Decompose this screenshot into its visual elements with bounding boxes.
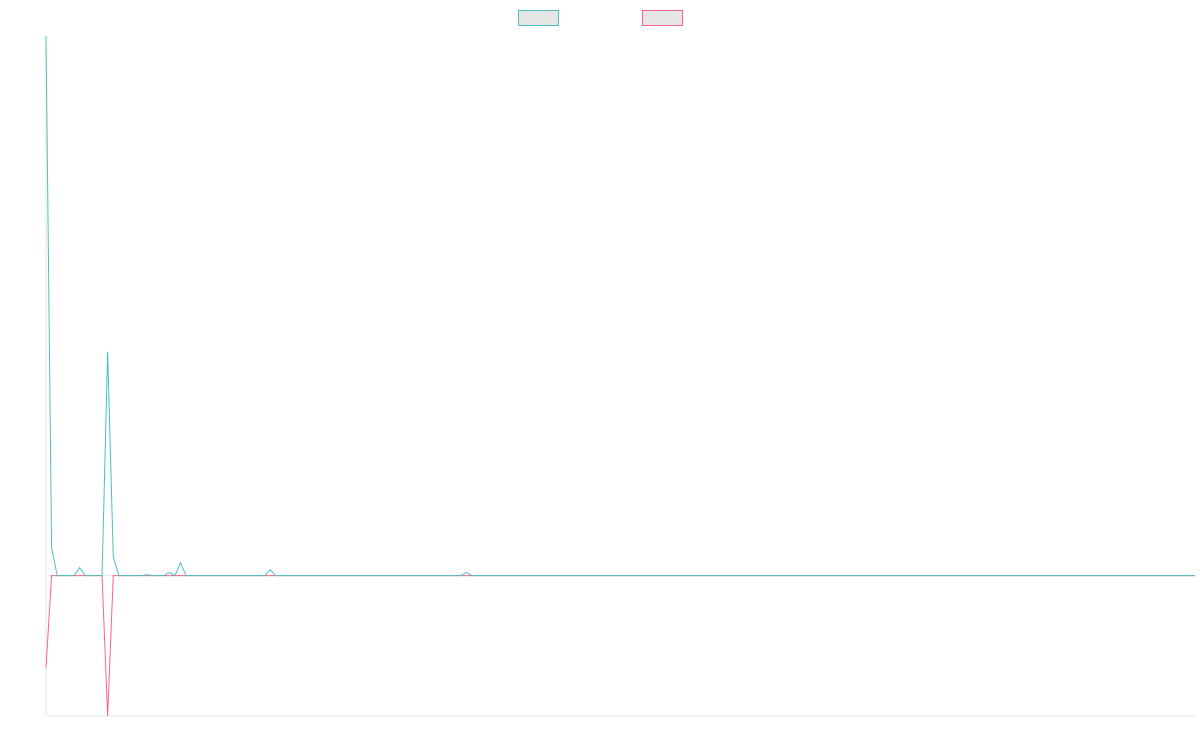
series-line	[45, 575, 1195, 717]
legend-swatch[interactable]	[642, 10, 683, 26]
series-line	[45, 35, 1195, 577]
legend-swatch[interactable]	[518, 10, 559, 26]
